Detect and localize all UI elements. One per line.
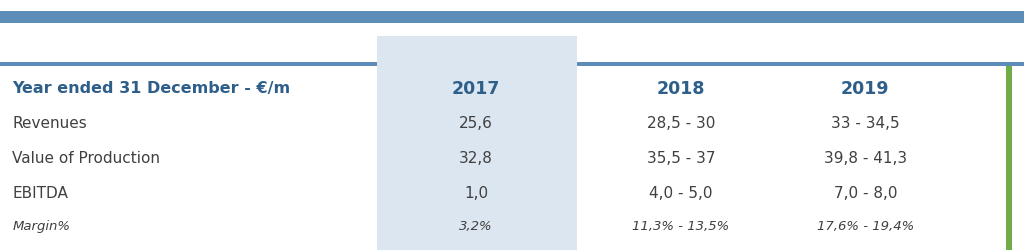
- Text: 3,2%: 3,2%: [460, 220, 493, 233]
- Text: EBITDA: EBITDA: [12, 186, 69, 201]
- Text: 4,0 - 5,0: 4,0 - 5,0: [649, 186, 713, 201]
- Bar: [1006, 66, 1012, 250]
- Text: Value of Production: Value of Production: [12, 151, 161, 166]
- Text: 11,3% - 13,5%: 11,3% - 13,5%: [633, 220, 729, 233]
- Text: 7,0 - 8,0: 7,0 - 8,0: [834, 186, 897, 201]
- Text: Year ended 31 December - €/m: Year ended 31 December - €/m: [12, 81, 291, 96]
- Text: 2019: 2019: [841, 80, 890, 98]
- Bar: [377, 66, 577, 250]
- Text: Margin%: Margin%: [12, 220, 71, 233]
- Text: 32,8: 32,8: [459, 151, 494, 166]
- Text: 33 - 34,5: 33 - 34,5: [830, 116, 900, 131]
- Text: Revenues: Revenues: [12, 116, 87, 131]
- Text: 17,6% - 19,4%: 17,6% - 19,4%: [817, 220, 913, 233]
- Text: 25,6: 25,6: [459, 116, 494, 131]
- Text: 35,5 - 37: 35,5 - 37: [647, 151, 715, 166]
- Text: 1,0: 1,0: [464, 186, 488, 201]
- Text: 28,5 - 30: 28,5 - 30: [647, 116, 715, 131]
- Text: 2018: 2018: [656, 80, 706, 98]
- Bar: [0, 62, 1024, 66]
- Bar: [377, 36, 577, 66]
- Bar: [0, 11, 1024, 22]
- Text: 2017: 2017: [452, 80, 501, 98]
- Text: 39,8 - 41,3: 39,8 - 41,3: [823, 151, 907, 166]
